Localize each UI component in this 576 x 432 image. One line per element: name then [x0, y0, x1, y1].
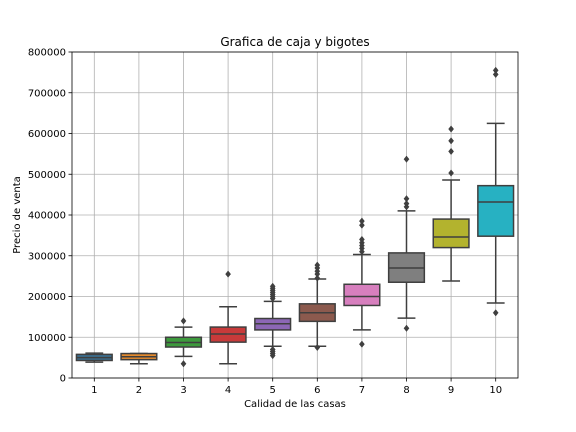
outlier-point: [359, 235, 365, 244]
y-tick-label: 300000: [28, 251, 66, 262]
outlier-point: [314, 261, 321, 269]
y-tick-label: 500000: [28, 170, 66, 181]
x-tick-label: 3: [180, 385, 186, 396]
axis-layer: 0 100000 200000 300000 400000 500000 600000 700…: [28, 48, 502, 397]
outlier-point: [359, 340, 365, 348]
y-tick-label: 0: [60, 374, 66, 385]
x-tick-label: 10: [489, 385, 502, 396]
box-group-3: [164, 317, 203, 368]
outlier-point: [448, 125, 454, 133]
y-tick-label: 800000: [28, 48, 66, 59]
box-group-8: [387, 155, 426, 332]
outlier-point: [448, 137, 454, 145]
outlier-point: [359, 217, 365, 225]
outlier-point: [314, 274, 321, 282]
box-iqr: [432, 218, 470, 249]
outlier-point: [492, 309, 499, 317]
outlier-point: [403, 155, 410, 163]
x-tick-label: 1: [91, 385, 97, 396]
outlier-point: [403, 199, 410, 208]
outlier-point: [403, 324, 410, 332]
x-tick-label: 2: [136, 385, 142, 396]
outlier-point: [180, 317, 187, 325]
outlier-point: [492, 66, 499, 74]
box-group-9: [432, 125, 470, 282]
outlier-point: [225, 270, 231, 278]
outlier-point: [448, 169, 454, 177]
x-axis-title: Calidad de las casas: [244, 399, 346, 410]
y-tick-label: 600000: [28, 129, 66, 140]
outlier-point: [492, 70, 499, 79]
y-tick-label: 200000: [28, 292, 66, 303]
box-group-10: [477, 66, 515, 317]
x-tick-label: 5: [270, 385, 276, 396]
outlier-point: [359, 221, 365, 229]
outlier-point: [180, 360, 187, 368]
box-iqr: [477, 184, 515, 237]
box-group-7: [343, 217, 381, 348]
box-group-4: [209, 270, 247, 365]
x-tick-label: 4: [225, 385, 231, 396]
box-group-5: [254, 282, 292, 360]
x-tick-label: 7: [359, 385, 365, 396]
x-tick-label: 9: [448, 385, 454, 396]
outlier-point: [269, 282, 276, 290]
box-layer: [75, 66, 515, 368]
y-axis-title: Precio de venta: [12, 176, 23, 254]
box-group-1: [75, 352, 113, 363]
chart-title: Grafica de caja y bigotes: [220, 35, 369, 49]
outlier-point: [269, 345, 276, 354]
outlier-point: [314, 343, 321, 352]
y-tick-label: 400000: [28, 211, 66, 222]
outlier-point: [448, 147, 454, 156]
outlier-point: [403, 195, 410, 203]
y-tick-label: 100000: [28, 333, 66, 344]
box-group-6: [298, 261, 336, 352]
x-tick-label: 8: [403, 385, 409, 396]
box-iqr: [343, 283, 381, 307]
box-group-2: [120, 352, 158, 365]
x-tick-label: 6: [314, 385, 320, 396]
y-tick-label: 700000: [28, 88, 66, 99]
